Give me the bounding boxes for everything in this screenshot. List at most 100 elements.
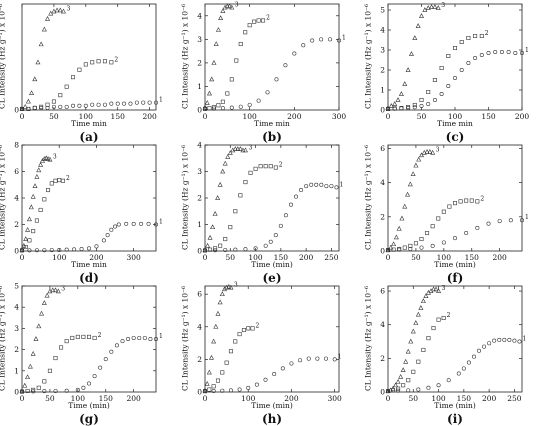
series-3 [385, 148, 436, 253]
y-tick-label: 2 [380, 354, 385, 363]
data-point [208, 247, 213, 252]
data-point [415, 23, 421, 28]
series-label: 1 [339, 181, 343, 188]
chart-svg: 0 100 200 300 1 2 3 4 0 1 2 3 [197, 2, 346, 121]
data-point [486, 50, 491, 55]
y-tick-label: 3 [197, 35, 202, 44]
data-point [228, 225, 233, 230]
data-point [228, 284, 234, 290]
data-point [53, 388, 58, 393]
y-tick-label: 6 [380, 287, 385, 296]
data-point [55, 288, 61, 294]
data-point [453, 201, 458, 206]
series-label: 3 [234, 282, 238, 289]
series-label: 1 [342, 35, 346, 42]
data-point [205, 242, 211, 248]
x-tick-label: 0 [203, 394, 208, 403]
data-point [42, 389, 47, 394]
data-point [64, 247, 69, 252]
chart-svg: 0 50 100 150 200 250 1 2 3 4 0 1 2 3 [197, 141, 343, 263]
y-tick-label: 3 [197, 167, 202, 176]
data-point [256, 18, 261, 23]
data-point [71, 103, 76, 108]
data-point [134, 100, 139, 105]
x-tick-label: 150 [481, 112, 496, 121]
y-axis-label: CL Intensity (Hz g⁻¹) x 10⁻⁶ [363, 144, 373, 251]
series-3 [202, 283, 234, 393]
data-point [395, 97, 401, 102]
data-point [45, 102, 50, 107]
series-2 [385, 198, 480, 253]
y-tick-label: 1 [197, 82, 202, 91]
series-label: 3 [66, 5, 70, 12]
data-point [421, 149, 427, 155]
data-point [51, 8, 57, 14]
series-1 [385, 218, 525, 253]
data-point [466, 60, 471, 65]
data-point [22, 382, 28, 388]
data-point [487, 341, 492, 346]
data-point [25, 226, 31, 232]
series-3 [19, 287, 61, 393]
data-point [419, 98, 424, 103]
y-tick-label: 4 [197, 322, 202, 331]
data-point [234, 58, 239, 63]
data-point [288, 202, 293, 207]
series-label: 2 [114, 56, 118, 63]
x-axis-label: Time min [71, 260, 107, 269]
data-point [31, 229, 36, 234]
data-point [392, 106, 397, 111]
data-point [146, 221, 151, 226]
data-point [47, 368, 52, 373]
data-point [401, 383, 406, 388]
y-tick-label: 4 [380, 178, 385, 187]
data-point [399, 215, 405, 221]
x-tick-label: 300 [127, 253, 142, 262]
data-point [405, 191, 411, 197]
x-tick-label: 50 [49, 112, 59, 121]
data-point [426, 336, 431, 341]
series-2 [19, 178, 65, 253]
data-point [217, 299, 223, 305]
panel-label: (g) [79, 412, 99, 426]
x-tick-label: 200 [515, 112, 530, 121]
data-point [137, 335, 142, 340]
series-2 [385, 33, 484, 112]
x-tick-label: 100 [79, 112, 94, 121]
data-point [408, 338, 414, 344]
data-point [399, 106, 404, 111]
x-tick-label: 100 [71, 394, 86, 403]
data-point [447, 204, 452, 209]
data-point [34, 248, 39, 253]
chart-svg: 0 50 100 150 200 0 1 2 3 [14, 3, 163, 121]
data-point [131, 221, 136, 226]
data-point [273, 165, 278, 170]
y-axis-label: CL Intensity (Hz g⁻¹) x 10⁻⁶ [0, 3, 7, 110]
data-point [446, 53, 451, 58]
series-1 [202, 37, 342, 111]
data-point [273, 233, 278, 238]
data-point [413, 320, 419, 325]
data-point [212, 211, 218, 216]
data-point [220, 106, 225, 111]
data-point [246, 326, 251, 331]
data-point [36, 323, 42, 329]
data-point [204, 100, 210, 105]
data-point [226, 283, 232, 289]
data-point [206, 369, 212, 375]
data-point [41, 300, 47, 305]
data-point [30, 350, 36, 356]
data-point [50, 287, 56, 293]
data-point [38, 207, 43, 212]
y-tick-label: 2 [380, 212, 385, 221]
data-point [406, 388, 411, 393]
data-point [39, 105, 44, 110]
data-point [22, 103, 28, 109]
chart-panel-i: 0 50 100 150 200 250 2 4 6 0 1 2 3 CL Intensity (Hz g… [364, 282, 549, 426]
panel-label: (e) [262, 271, 282, 285]
data-point [237, 332, 242, 337]
x-tick-label: 100 [241, 394, 256, 403]
data-point [421, 347, 426, 352]
data-point [32, 183, 38, 188]
